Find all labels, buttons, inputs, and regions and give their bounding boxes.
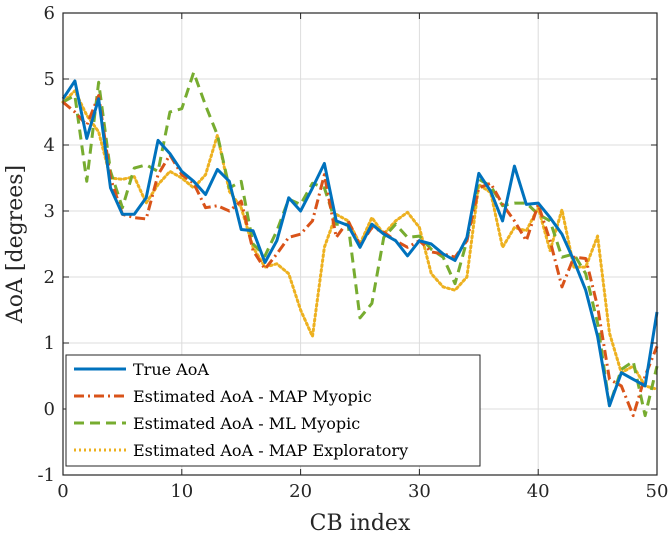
x-tick-label: 30 bbox=[408, 481, 431, 502]
y-tick-label: 3 bbox=[44, 201, 55, 222]
series-ml-myopic bbox=[62, 70, 659, 418]
y-tick-label: 5 bbox=[44, 69, 55, 90]
y-tick-label: 4 bbox=[44, 135, 55, 156]
legend-label-true-aoa: True AoA bbox=[133, 360, 209, 379]
axes-box bbox=[62, 12, 658, 476]
y-tick-label: 0 bbox=[44, 399, 55, 420]
y-axis-label: AoA [degrees] bbox=[3, 165, 28, 324]
series-lines bbox=[61, 70, 659, 418]
y-tick-label: 6 bbox=[44, 3, 55, 24]
legend-label-map-exploratory: Estimated AoA - MAP Exploratory bbox=[133, 441, 408, 460]
x-axis-label: CB index bbox=[310, 511, 411, 536]
legend: True AoA Estimated AoA - MAP Myopic Esti… bbox=[65, 354, 481, 467]
y-tick-label: 1 bbox=[44, 333, 55, 354]
x-tick-label: 0 bbox=[57, 481, 68, 502]
legend-box bbox=[65, 354, 481, 467]
y-tick-label: -1 bbox=[37, 465, 55, 486]
legend-label-ml-myopic: Estimated AoA - ML Myopic bbox=[133, 414, 360, 433]
x-tick-label: 40 bbox=[527, 481, 550, 502]
x-tick-label: 10 bbox=[170, 481, 193, 502]
y-tick-label: 2 bbox=[44, 267, 55, 288]
x-tick-label: 20 bbox=[289, 481, 312, 502]
legend-label-map-myopic: Estimated AoA - MAP Myopic bbox=[133, 387, 372, 406]
x-tick-label: 50 bbox=[646, 481, 668, 502]
series-true-aoa bbox=[61, 79, 659, 408]
